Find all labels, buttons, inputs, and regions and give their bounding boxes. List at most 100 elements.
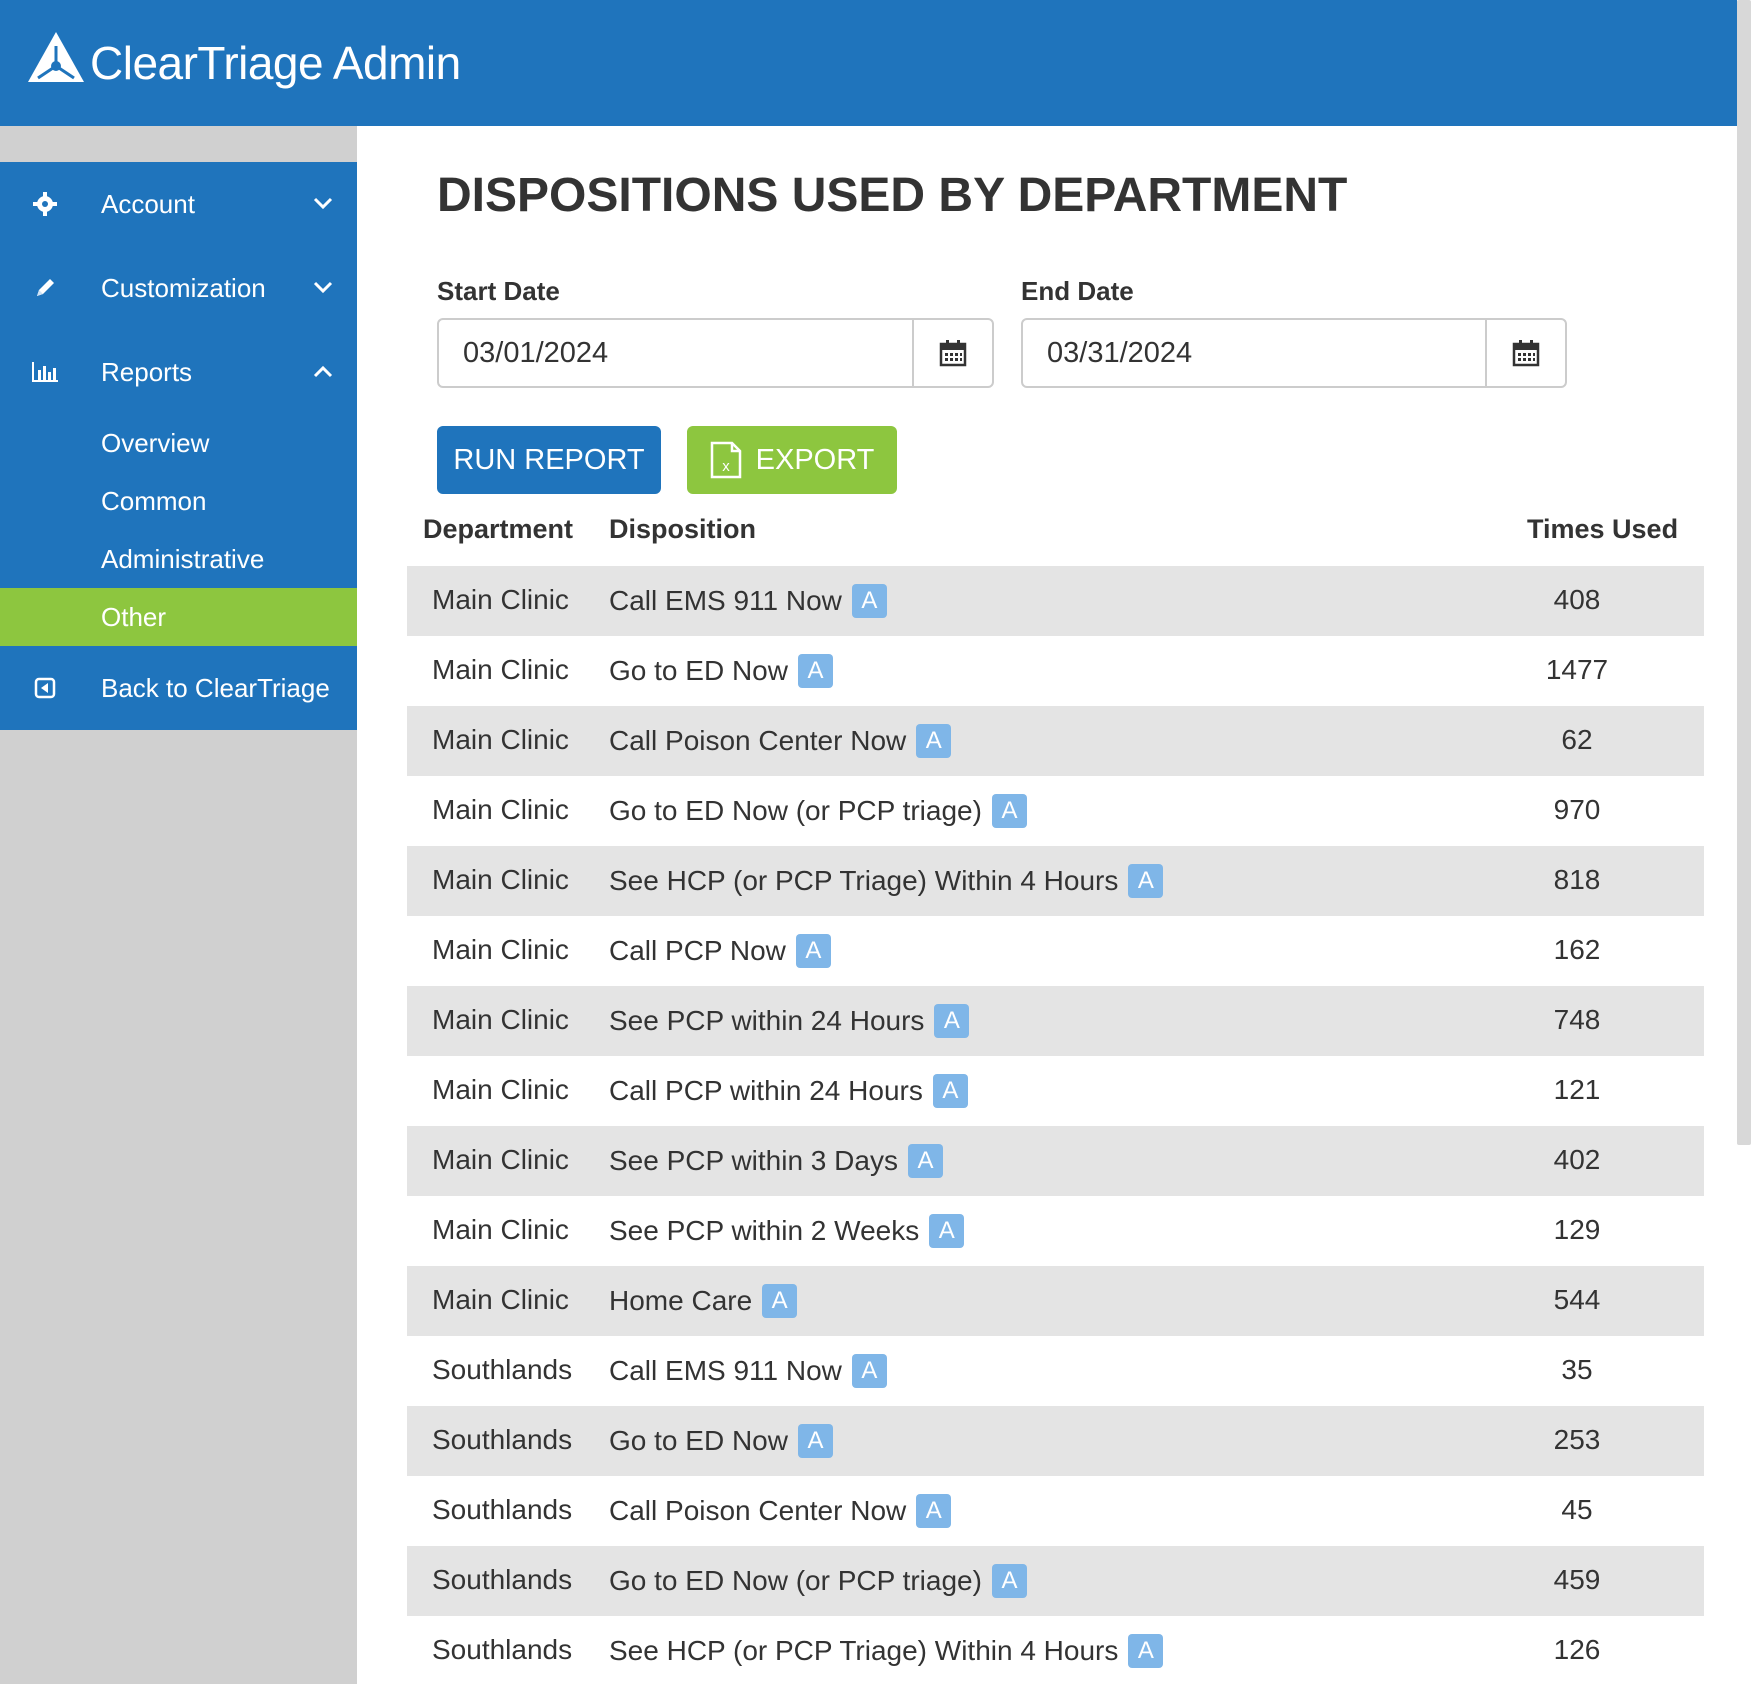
start-date-label: Start Date [437, 276, 560, 306]
table-row[interactable]: Southlands Go to ED Now A 253 [407, 1406, 1704, 1476]
column-header-disposition[interactable]: Disposition [609, 514, 756, 544]
disposition-text: Call PCP within 24 Hours [609, 1075, 923, 1106]
disposition-cell: See PCP within 2 Weeks A [609, 1214, 965, 1248]
end-date-picker-button[interactable] [1485, 320, 1565, 386]
run-report-button[interactable]: RUN REPORT [437, 426, 661, 494]
sidebar-subitem-other[interactable]: Other [0, 588, 357, 646]
times-used-cell: 35 [1561, 1354, 1593, 1385]
disposition-cell: Go to ED Now (or PCP triage) A [609, 794, 1027, 828]
pencil-icon [30, 273, 60, 303]
department-cell: Southlands [432, 1634, 573, 1665]
table-row[interactable]: Main Clinic See PCP within 3 Days A 402 [407, 1126, 1704, 1196]
table-row[interactable]: Southlands See HCP (or PCP Triage) Within… [407, 1616, 1704, 1684]
audience-badge: A [907, 1144, 943, 1178]
disposition-cell: See HCP (or PCP Triage) Within 4 Hours A [609, 864, 1164, 898]
column-header-department[interactable]: Department [423, 514, 574, 544]
end-date-input[interactable]: 03/31/2024 [1047, 336, 1193, 369]
gear-icon [30, 189, 60, 219]
table-row[interactable]: Main Clinic See HCP (or PCP Triage) Withi… [407, 846, 1704, 916]
times-used-cell: 62 [1561, 724, 1593, 755]
back-arrow-icon [30, 673, 60, 703]
disposition-cell: Call EMS 911 Now A [609, 1354, 887, 1388]
start-date-input[interactable]: 03/01/2024 [463, 336, 609, 369]
start-date-field[interactable]: 03/01/2024 [437, 318, 994, 388]
sidebar-nav: Account Customization Reports Overview C… [0, 162, 357, 730]
disposition-cell: Call Poison Center Now A [609, 724, 952, 758]
times-used-cell: 818 [1553, 864, 1601, 895]
table-row[interactable]: Main Clinic Go to ED Now A 1477 [407, 636, 1704, 706]
times-used-cell: 162 [1553, 934, 1601, 965]
end-date-label: End Date [1021, 276, 1134, 306]
disposition-text: Go to ED Now (or PCP triage) [609, 795, 982, 826]
disposition-cell: See PCP within 3 Days A [609, 1144, 943, 1178]
disposition-text: See HCP (or PCP Triage) Within 4 Hours [609, 865, 1119, 896]
sidebar-item-customization[interactable]: Customization [0, 246, 357, 330]
audience-badge: A [762, 1284, 798, 1318]
department-cell: Southlands [432, 1494, 573, 1525]
chevron-down-icon [313, 197, 333, 210]
sidebar-subitem-administrative[interactable]: Administrative [101, 543, 265, 574]
sidebar-item-label: Back to ClearTriage [101, 672, 330, 703]
sidebar-subitem-common[interactable]: Common [101, 485, 207, 516]
end-date-field[interactable]: 03/31/2024 [1021, 318, 1567, 388]
table-row[interactable]: Main Clinic See PCP within 24 Hours A 748 [407, 986, 1704, 1056]
disposition-cell: See HCP (or PCP Triage) Within 4 Hours A [609, 1634, 1164, 1668]
sidebar-item-label: Customization [101, 272, 266, 303]
disposition-text: See HCP (or PCP Triage) Within 4 Hours [609, 1635, 1119, 1666]
disposition-text: Call Poison Center Now [609, 1495, 907, 1526]
disposition-cell: See PCP within 24 Hours A [609, 1004, 970, 1038]
column-header-times-used[interactable]: Times Used [1527, 514, 1679, 544]
disposition-text: Call PCP Now [609, 935, 786, 966]
department-cell: Main Clinic [432, 654, 569, 685]
department-cell: Main Clinic [432, 1284, 569, 1315]
department-cell: Main Clinic [432, 1144, 569, 1175]
report-table: Main Clinic Call EMS 911 Now A 408 Main Clin… [407, 566, 1704, 1684]
times-used-cell: 459 [1553, 1564, 1601, 1595]
table-row[interactable]: Main Clinic Call PCP within 24 Hours A 121 [407, 1056, 1704, 1126]
sidebar-item-account[interactable]: Account [0, 162, 357, 246]
audience-badge: A [934, 1004, 970, 1038]
table-row[interactable]: Main Clinic Go to ED Now (or PCP triage) A… [407, 776, 1704, 846]
disposition-text: See PCP within 24 Hours [609, 1005, 925, 1036]
table-row[interactable]: Southlands Call Poison Center Now A 45 [407, 1476, 1704, 1546]
disposition-cell: Call PCP Now A [609, 934, 831, 968]
table-row[interactable]: Main Clinic See PCP within 2 Weeks A 129 [407, 1196, 1704, 1266]
audience-badge: A [916, 1494, 952, 1528]
disposition-cell: Call Poison Center Now A [609, 1494, 952, 1528]
times-used-cell: 748 [1553, 1004, 1601, 1035]
disposition-cell: Go to ED Now (or PCP triage) A [609, 1564, 1027, 1598]
department-cell: Main Clinic [432, 1214, 569, 1245]
disposition-text: Call EMS 911 Now [609, 1355, 842, 1386]
table-row[interactable]: Southlands Call EMS 911 Now A 35 [407, 1336, 1704, 1406]
table-row[interactable]: Main Clinic Call EMS 911 Now A 408 [407, 566, 1704, 636]
audience-badge: A [797, 654, 833, 688]
start-date-picker-button[interactable] [912, 320, 992, 386]
sidebar-item-reports[interactable]: Reports [0, 330, 357, 414]
table-row[interactable]: Main Clinic Call Poison Center Now A 62 [407, 706, 1704, 776]
chevron-down-icon [313, 281, 333, 294]
audience-badge: A [916, 724, 952, 758]
disposition-text: Go to ED Now [609, 1425, 788, 1456]
department-cell: Southlands [432, 1424, 573, 1455]
disposition-cell: Call PCP within 24 Hours A [609, 1074, 968, 1108]
chevron-up-icon [313, 365, 333, 378]
export-button[interactable]: x EXPORT [687, 426, 897, 494]
audience-badge: A [851, 1354, 887, 1388]
disposition-cell: Go to ED Now A [609, 654, 833, 688]
table-row[interactable]: Main Clinic Home Care A 544 [407, 1266, 1704, 1336]
app-brand: ClearTriage Admin [90, 37, 461, 89]
department-cell: Main Clinic [432, 724, 569, 755]
audience-badge: A [932, 1074, 968, 1108]
disposition-text: Call Poison Center Now [609, 725, 907, 756]
table-row[interactable]: Main Clinic Call PCP Now A 162 [407, 916, 1704, 986]
times-used-cell: 1477 [1545, 654, 1609, 685]
times-used-cell: 402 [1553, 1144, 1601, 1175]
sidebar: Account Customization Reports Overview C… [0, 126, 357, 1684]
sidebar-item-back[interactable]: Back to ClearTriage [0, 646, 357, 730]
sidebar-subitem-overview[interactable]: Overview [101, 427, 210, 458]
audience-badge: A [1128, 1634, 1164, 1668]
times-used-cell: 121 [1553, 1074, 1601, 1105]
scrollbar-thumb[interactable] [1737, 0, 1751, 1145]
times-used-cell: 45 [1561, 1494, 1593, 1525]
table-row[interactable]: Southlands Go to ED Now (or PCP triage) A 4… [407, 1546, 1704, 1616]
